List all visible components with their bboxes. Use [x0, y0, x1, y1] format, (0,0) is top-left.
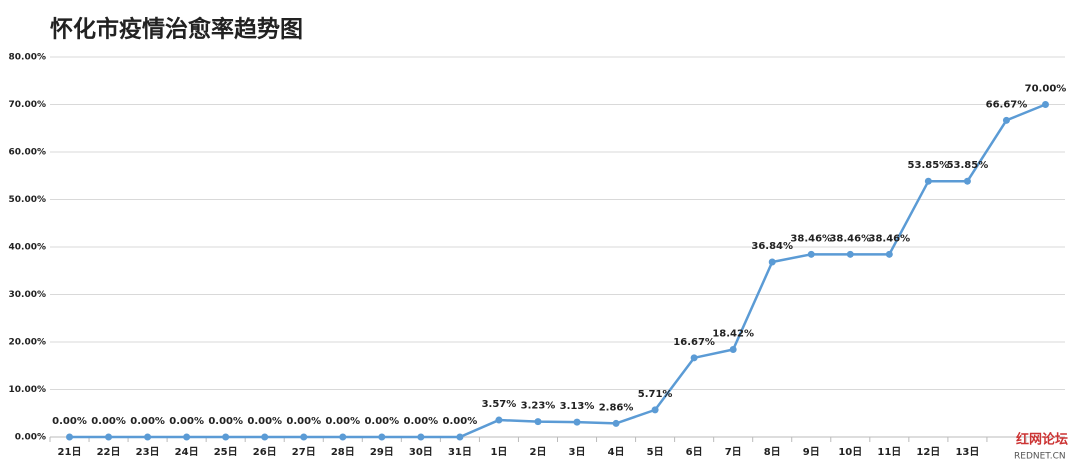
- x-tick-label: 3日: [569, 446, 586, 458]
- data-point: [495, 416, 503, 424]
- x-tick-label: 10日: [838, 446, 862, 458]
- x-tick-label: 13日: [955, 446, 979, 458]
- x-tick-label: 9日: [803, 446, 820, 458]
- data-point: [144, 433, 152, 441]
- x-tick-label: 30日: [409, 446, 433, 458]
- data-label: 0.00%: [325, 416, 360, 427]
- data-label: 0.00%: [247, 416, 282, 427]
- data-label: 0.00%: [286, 416, 321, 427]
- data-point: [378, 433, 386, 441]
- y-tick-label: 60.00%: [9, 148, 47, 158]
- data-label: 16.67%: [673, 337, 715, 348]
- y-tick-label: 70.00%: [9, 100, 47, 110]
- data-label: 18.42%: [712, 329, 754, 340]
- data-label: 3.57%: [482, 399, 517, 410]
- x-tick-label: 21日: [58, 446, 82, 458]
- data-label: 0.00%: [208, 416, 243, 427]
- x-tick-label: 1日: [490, 446, 507, 458]
- x-tick-label: 26日: [253, 446, 277, 458]
- data-point: [66, 433, 74, 441]
- y-tick-label: 20.00%: [9, 338, 47, 348]
- x-tick-label: 29日: [370, 446, 394, 458]
- x-tick-label: 6日: [686, 446, 703, 458]
- data-point: [1002, 116, 1010, 124]
- data-label: 3.23%: [521, 401, 556, 412]
- x-tick-label: 7日: [725, 446, 742, 458]
- data-label: 0.00%: [52, 416, 87, 427]
- x-tick-label: 24日: [175, 446, 199, 458]
- chart-title: 怀化市疫情治愈率趋势图: [50, 16, 303, 43]
- data-point: [183, 433, 191, 441]
- data-point: [807, 250, 815, 258]
- data-point: [456, 433, 464, 441]
- y-tick-label: 50.00%: [9, 195, 47, 205]
- data-point: [729, 346, 737, 354]
- data-point: [690, 354, 698, 362]
- data-label: 0.00%: [364, 416, 399, 427]
- data-label: 66.67%: [986, 99, 1028, 110]
- y-tick-label: 10.00%: [9, 385, 47, 395]
- data-point: [885, 250, 893, 258]
- x-tick-label: 22日: [97, 446, 121, 458]
- data-label: 0.00%: [443, 416, 478, 427]
- x-tick-label: 5日: [647, 446, 664, 458]
- data-point: [963, 177, 971, 185]
- data-label: 5.71%: [638, 389, 673, 400]
- watermark: 红网论坛: [1016, 432, 1068, 448]
- x-tick-label: 8日: [764, 446, 781, 458]
- y-tick-label: 30.00%: [9, 290, 47, 300]
- data-point: [924, 177, 932, 185]
- y-tick-label: 40.00%: [9, 243, 47, 253]
- x-tick-label: 25日: [214, 446, 238, 458]
- data-point: [612, 419, 620, 427]
- data-point: [768, 258, 776, 266]
- y-tick-label: 80.00%: [9, 53, 47, 63]
- x-tick-label: 28日: [331, 446, 355, 458]
- data-label: 38.46%: [790, 233, 832, 244]
- x-tick-label: 27日: [292, 446, 316, 458]
- data-label: 53.85%: [908, 160, 950, 171]
- watermark-url: REDNET.CN: [1014, 452, 1066, 462]
- data-label: 3.13%: [560, 401, 595, 412]
- data-point: [651, 406, 659, 414]
- data-label: 53.85%: [947, 160, 989, 171]
- data-label: 38.46%: [829, 233, 871, 244]
- data-point: [417, 433, 425, 441]
- data-point: [339, 433, 347, 441]
- x-tick-label: 31日: [448, 446, 472, 458]
- series-line: [69, 103, 1046, 439]
- data-label: 36.84%: [751, 241, 793, 252]
- data-label: 70.00%: [1025, 84, 1067, 95]
- x-tick-label: 12日: [916, 446, 940, 458]
- data-point: [573, 418, 581, 426]
- data-point: [534, 418, 542, 426]
- data-point: [261, 433, 269, 441]
- data-point: [222, 433, 230, 441]
- x-tick-label: 2日: [529, 446, 546, 458]
- data-point: [846, 250, 854, 258]
- data-label: 0.00%: [130, 416, 165, 427]
- data-label: 0.00%: [91, 416, 126, 427]
- data-point: [300, 433, 308, 441]
- x-tick-label: 11日: [877, 446, 901, 458]
- data-label: 0.00%: [169, 416, 204, 427]
- data-point: [1041, 101, 1049, 108]
- data-label: 0.00%: [404, 416, 439, 427]
- x-tick-label: 23日: [136, 446, 160, 458]
- y-tick-label: 0.00%: [15, 433, 46, 443]
- data-point: [105, 433, 113, 441]
- data-label: 38.46%: [868, 233, 910, 244]
- x-tick-label: 4日: [608, 446, 625, 458]
- data-label: 2.86%: [599, 402, 634, 413]
